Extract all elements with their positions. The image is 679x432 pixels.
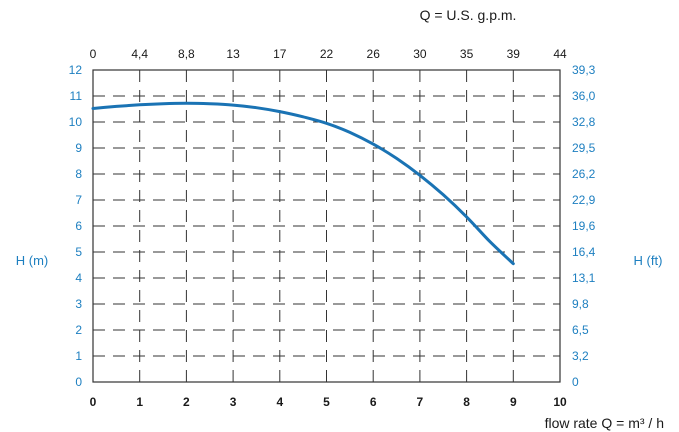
y-left-tick-label: 2 <box>75 323 82 337</box>
y-left-tick-label: 4 <box>75 271 82 285</box>
x-top-tick-label: 0 <box>90 47 97 61</box>
x-bottom-tick-label: 8 <box>463 395 470 409</box>
x-top-tick-label: 44 <box>553 47 567 61</box>
y-right-tick-label: 39,3 <box>572 63 596 77</box>
x-top-tick-label: 8,8 <box>178 47 195 61</box>
y-right-tick-label: 19,6 <box>572 219 596 233</box>
plot-frame <box>92 69 561 383</box>
x-top-tick-label: 22 <box>320 47 334 61</box>
y-left-tick-label: 8 <box>75 167 82 181</box>
y-right-tick-label: 22,9 <box>572 193 596 207</box>
y-right-tick-label: 6,5 <box>572 323 589 337</box>
x-bottom-tick-label: 7 <box>417 395 424 409</box>
x-bottom-tick-label: 0 <box>90 395 97 409</box>
y-right-tick-label: 0 <box>572 375 579 389</box>
bottom-axis-label: flow rate Q = m³ / h <box>545 415 664 431</box>
right-axis-label: H (ft) <box>634 253 663 268</box>
y-left-tick-label: 1 <box>75 349 82 363</box>
y-left-tick-label: 10 <box>69 115 83 129</box>
x-bottom-tick-label: 5 <box>323 395 330 409</box>
y-right-tick-label: 13,1 <box>572 271 596 285</box>
x-bottom-tick-label: 4 <box>276 395 283 409</box>
y-left-tick-label: 11 <box>70 89 83 103</box>
top-axis-label: Q = U.S. g.p.m. <box>420 7 517 23</box>
x-bottom-tick-label: 1 <box>136 395 143 409</box>
y-right-tick-label: 3,2 <box>572 349 589 363</box>
tick-labels: 0 1 2 3 4 5 6 7 8 9 100 4,4 8,8 13 17 22 26 30 35 39 4401234… <box>69 47 596 409</box>
x-top-tick-label: 13 <box>226 47 240 61</box>
y-left-tick-label: 6 <box>75 219 82 233</box>
x-top-tick-label: 30 <box>413 47 427 61</box>
y-left-tick-label: 5 <box>75 245 82 259</box>
y-left-tick-label: 0 <box>75 375 82 389</box>
x-top-tick-label: 35 <box>460 47 474 61</box>
x-top-tick-label: 17 <box>273 47 287 61</box>
x-top-tick-label: 4,4 <box>131 47 148 61</box>
x-bottom-tick-label: 2 <box>183 395 190 409</box>
y-right-tick-label: 9,8 <box>572 297 589 311</box>
y-left-tick-label: 3 <box>75 297 82 311</box>
y-left-tick-label: 7 <box>75 193 82 207</box>
pump-performance-curve <box>91 101 515 266</box>
x-bottom-tick-label: 10 <box>553 395 567 409</box>
grid-layer <box>93 70 560 382</box>
series-layer <box>91 101 515 266</box>
x-top-tick-label: 26 <box>367 47 381 61</box>
x-bottom-tick-label: 9 <box>510 395 517 409</box>
y-right-tick-label: 36,0 <box>572 89 596 103</box>
y-right-tick-label: 29,5 <box>572 141 596 155</box>
x-bottom-tick-label: 6 <box>370 395 377 409</box>
y-right-tick-label: 16,4 <box>572 245 596 259</box>
left-axis-label: H (m) <box>16 253 49 268</box>
y-right-tick-label: 32,8 <box>572 115 596 129</box>
x-top-tick-label: 39 <box>507 47 521 61</box>
y-right-tick-label: 26,2 <box>572 167 596 181</box>
x-bottom-tick-label: 3 <box>230 395 237 409</box>
y-left-tick-label: 12 <box>69 63 83 77</box>
y-left-tick-label: 9 <box>75 141 82 155</box>
